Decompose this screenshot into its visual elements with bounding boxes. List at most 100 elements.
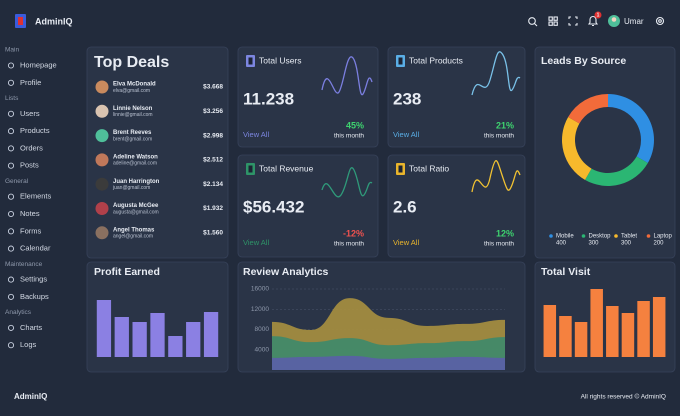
apps-icon-part	[553, 16, 558, 21]
deal-name: Linnie Nelson	[113, 106, 153, 112]
bar	[637, 301, 650, 357]
deal-name: Juan Harrington	[113, 179, 160, 185]
card-title: Top Deals	[94, 54, 169, 71]
legend-value: 200	[654, 241, 665, 247]
deal-amount: $1.932	[203, 205, 223, 212]
sparkline	[321, 167, 373, 198]
card-change: 12%	[496, 228, 514, 238]
fullscreen-icon[interactable]	[568, 16, 578, 26]
pie-segment	[568, 94, 608, 124]
bar	[203, 312, 219, 357]
sidebar-item[interactable]: Homepage	[20, 60, 57, 69]
sidebar-item[interactable]: Logs	[20, 340, 37, 349]
settings-icon-center	[658, 19, 662, 23]
sidebar-section: General	[5, 178, 29, 185]
deal-email: brent@gmail.com	[113, 136, 152, 142]
sidebar-item[interactable]: Calendar	[20, 244, 51, 253]
deal-email: augusta@gmail.com	[113, 209, 159, 215]
area	[272, 355, 505, 370]
legend-dot	[614, 234, 618, 238]
deal-email: angel@gmail.com	[113, 234, 153, 240]
deal-email: adeline@gmail.com	[113, 161, 157, 167]
sidebar-icon	[7, 62, 15, 69]
card-link[interactable]: View All	[393, 238, 419, 247]
deal-email: linnie@gmail.com	[113, 112, 153, 118]
sidebar-icon	[7, 210, 15, 218]
sidebar-item[interactable]: Notes	[20, 209, 40, 218]
deal-name: Brent Reeves	[113, 130, 152, 136]
stat-card	[237, 154, 379, 258]
bar	[606, 306, 619, 357]
pie-segment	[608, 94, 655, 163]
sidebar-icon	[7, 79, 15, 86]
deal-email: elva@gmail.com	[113, 88, 150, 94]
sidebar-item[interactable]: Posts	[20, 161, 39, 170]
card-value: $56.432	[243, 197, 304, 216]
settings-icon[interactable]	[655, 16, 665, 26]
notification-badge	[594, 11, 602, 19]
sidebar-item[interactable]: Users	[20, 109, 40, 118]
bar	[590, 289, 603, 357]
sidebar-icon	[7, 228, 15, 235]
user-name[interactable]: Umar	[624, 17, 644, 26]
card-icon-inner	[248, 57, 253, 65]
deal-avatar	[95, 153, 109, 167]
y-tick-label: 4000	[255, 346, 270, 353]
card-period: this month	[334, 133, 364, 140]
deal-name: Angel Thomas	[113, 227, 155, 233]
card-change: -12%	[343, 228, 364, 238]
deal-amount: $3.668	[203, 84, 223, 91]
sidebar-section: Maintenance	[5, 261, 43, 268]
sidebar-item[interactable]: Settings	[20, 275, 47, 284]
card-icon-inner	[248, 165, 253, 173]
bar	[652, 297, 666, 357]
card-link[interactable]: View All	[393, 130, 419, 139]
sidebar-icon	[7, 324, 15, 331]
legend-value: 400	[556, 241, 567, 247]
sparkline	[321, 56, 373, 96]
card-title: Profit Earned	[94, 266, 160, 278]
search-icon[interactable]	[528, 17, 536, 25]
card-change: 45%	[346, 120, 364, 130]
card-title: Leads By Source	[541, 55, 626, 67]
sidebar-item[interactable]: Forms	[20, 226, 41, 235]
search-icon-handle	[534, 23, 538, 27]
bell-icon[interactable]	[587, 16, 599, 27]
apps-icon[interactable]	[548, 16, 553, 21]
card-title: Total Revenue	[259, 163, 314, 173]
sidebar-item[interactable]: Profile	[20, 78, 41, 87]
pie-segment	[585, 156, 648, 186]
sidebar-icon	[7, 245, 15, 252]
sidebar-section: Lists	[5, 95, 19, 102]
deal-avatar	[95, 202, 109, 215]
card-period: this month	[484, 133, 514, 140]
legend-dot	[549, 234, 553, 238]
sidebar-icon	[7, 110, 15, 117]
sidebar-item[interactable]: Elements	[20, 192, 52, 201]
bar	[621, 313, 635, 357]
y-tick-label: 12000	[251, 306, 269, 313]
card-value: 238	[393, 89, 421, 108]
deal-avatar	[95, 80, 109, 94]
card-link[interactable]: View All	[243, 130, 269, 139]
sidebar-item[interactable]: Backups	[20, 292, 49, 301]
sparkline	[471, 51, 521, 96]
sidebar-item[interactable]: Orders	[20, 143, 43, 152]
sidebar-item[interactable]: Charts	[20, 323, 42, 332]
sidebar-section: Analytics	[5, 309, 32, 316]
leads-card	[534, 46, 676, 259]
notification-count: 1	[597, 13, 600, 19]
apps-icon-part	[553, 21, 558, 26]
legend-value: 300	[621, 241, 632, 247]
stat-card	[387, 154, 526, 258]
card-change: 21%	[496, 120, 514, 130]
deal-avatar	[95, 226, 109, 240]
deal-avatar	[95, 104, 109, 118]
y-tick-label: 8000	[255, 326, 270, 333]
sidebar-item[interactable]: Products	[20, 126, 50, 135]
sidebar-icon	[7, 342, 15, 349]
deal-amount: $1.560	[203, 230, 223, 237]
legend-value: 300	[589, 241, 600, 247]
card-link[interactable]: View All	[243, 238, 269, 247]
